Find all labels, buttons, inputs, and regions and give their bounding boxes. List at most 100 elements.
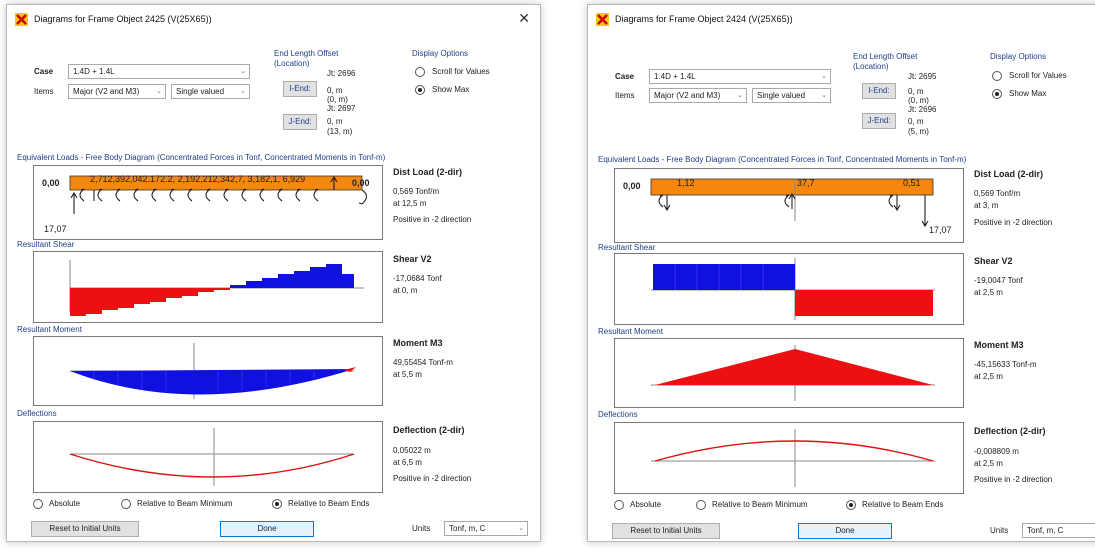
shear-panel — [33, 251, 383, 323]
fbd-value-1: 1,12 — [677, 178, 695, 188]
moment-value: 49,55454 Tonf-m — [393, 358, 453, 367]
done-button[interactable]: Done — [220, 521, 314, 537]
fbd-panel: 0,00 1,12 37,7 0,51 17,07 — [614, 168, 964, 243]
case-label: Case — [615, 72, 635, 81]
j-end-button[interactable]: J-End: — [862, 113, 896, 129]
show-max-radio[interactable] — [992, 89, 1002, 99]
end-length-offset-label: End Length Offset — [274, 49, 339, 58]
valued-select[interactable]: Single valued ⌄ — [171, 84, 250, 99]
shear-title: Shear V2 — [974, 256, 1013, 266]
case-value: 1.4D + 1.4L — [654, 72, 696, 81]
items-label: Items — [615, 91, 635, 100]
shear-at: at 0, m — [393, 286, 418, 295]
shear-at: at 2,5 m — [974, 288, 1003, 297]
diagram-window-2425: Diagrams for Frame Object 2425 (V(25X65)… — [6, 4, 541, 542]
units-label: Units — [412, 524, 431, 533]
deflection-value: -0,008809 m — [974, 447, 1019, 456]
deflection-panel — [614, 422, 964, 494]
show-max-radio[interactable] — [415, 85, 425, 95]
fbd-diagram: 0,00 1,12 37,7 0,51 17,07 — [623, 178, 952, 235]
items-label: Items — [34, 87, 54, 96]
relative-ends-radio[interactable] — [272, 499, 282, 509]
items-select[interactable]: Major (V2 and M3) ⌄ — [68, 84, 166, 99]
items-select[interactable]: Major (V2 and M3) ⌄ — [649, 88, 747, 103]
display-options-label: Display Options — [412, 49, 469, 58]
moment-panel — [614, 338, 964, 408]
case-select[interactable]: 1.4D + 1.4L ⌄ — [68, 64, 250, 79]
moment-at: at 5,5 m — [393, 370, 422, 379]
location-label: (Location) — [274, 59, 310, 68]
reset-units-button[interactable]: Reset to Initial Units — [31, 521, 139, 537]
i-end-offset: 0, m — [908, 87, 924, 96]
scroll-for-values-radio[interactable] — [415, 67, 425, 77]
chevron-down-icon: ⌄ — [518, 525, 524, 532]
display-options-label: Display Options — [990, 52, 1047, 61]
absolute-radio[interactable] — [33, 499, 43, 509]
j-end-button[interactable]: J-End: — [283, 114, 317, 130]
deflection-section-label: Deflections — [598, 410, 638, 419]
relative-min-label: Relative to Beam Minimum — [137, 499, 233, 508]
close-icon[interactable]: ✕ — [518, 10, 530, 26]
i-end-location: (0, m) — [327, 95, 348, 104]
moment-diagram — [651, 345, 935, 401]
valued-value: Single valued — [757, 91, 806, 100]
j-end-location: (13, m) — [327, 127, 353, 136]
deflection-panel — [33, 421, 383, 493]
units-select[interactable]: Tonf, m, C⌄ — [1022, 523, 1095, 538]
scroll-for-values-label: Scroll for Values — [432, 67, 490, 76]
items-value: Major (V2 and M3) — [654, 91, 721, 100]
chevron-down-icon: ⌄ — [240, 68, 246, 75]
i-end-button[interactable]: I-End: — [283, 81, 317, 97]
chevron-down-icon: ⌄ — [821, 73, 827, 80]
moment-section-label: Resultant Moment — [598, 327, 663, 336]
moment-section-label: Resultant Moment — [17, 325, 82, 334]
dist-load-title: Dist Load (2-dir) — [393, 167, 462, 177]
dist-load-at: at 12,5 m — [393, 199, 427, 208]
units-select[interactable]: Tonf, m, C ⌄ — [444, 521, 528, 536]
case-label: Case — [34, 67, 54, 76]
absolute-label: Absolute — [49, 499, 81, 508]
scroll-for-values-radio[interactable] — [992, 71, 1002, 81]
relative-ends-radio[interactable] — [846, 500, 856, 510]
absolute-radio[interactable] — [614, 500, 624, 510]
fbd-reaction: 17,07 — [929, 225, 952, 235]
app-icon — [596, 13, 609, 26]
j-end-offset: 0, m — [327, 117, 343, 126]
dist-load-value: 0,569 Tonf/m — [393, 187, 440, 196]
dist-load-at: at 3, m — [974, 201, 999, 210]
items-value: Major (V2 and M3) — [73, 87, 140, 96]
fbd-top-values: 2,712,392,042.172.2, 2,192,212,342,7, 3,… — [90, 174, 305, 184]
moment-title: Moment M3 — [393, 338, 443, 348]
title-bar: Diagrams for Frame Object 2425 (V(25X65)… — [7, 5, 540, 33]
reset-units-button[interactable]: Reset to Initial Units — [612, 523, 720, 539]
chevron-down-icon: ⌄ — [156, 88, 162, 95]
dist-load-value: 0,569 Tonf/m — [974, 189, 1021, 198]
show-max-label: Show Max — [432, 85, 470, 94]
units-value: Tonf, m, C — [449, 524, 486, 533]
fbd-right-label: 0,00 — [352, 178, 370, 188]
moment-value: -45,15633 Tonf-m — [974, 360, 1037, 369]
relative-min-radio[interactable] — [696, 500, 706, 510]
window-title: Diagrams for Frame Object 2424 (V(25X65)… — [615, 14, 793, 24]
i-end-joint: Jt: 2696 — [327, 69, 356, 78]
shear-panel — [614, 253, 964, 325]
done-button[interactable]: Done — [798, 523, 892, 539]
units-label: Units — [990, 526, 1009, 535]
moment-title: Moment M3 — [974, 340, 1024, 350]
i-end-button[interactable]: I-End: — [862, 83, 896, 99]
location-label: (Location) — [853, 62, 889, 71]
case-value: 1.4D + 1.4L — [73, 67, 115, 76]
deflection-title: Deflection (2-dir) — [974, 426, 1046, 436]
window-title: Diagrams for Frame Object 2425 (V(25X65)… — [34, 14, 212, 24]
valued-value: Single valued — [176, 87, 225, 96]
relative-min-radio[interactable] — [121, 499, 131, 509]
dist-load-note: Positive in -2 direction — [974, 218, 1053, 227]
valued-select[interactable]: Single valued ⌄ — [752, 88, 831, 103]
j-end-location: (5, m) — [908, 127, 929, 136]
dist-load-title: Dist Load (2-dir) — [974, 169, 1043, 179]
chevron-down-icon: ⌄ — [821, 92, 827, 99]
shear-value: -17,0684 Tonf — [393, 274, 442, 283]
case-select[interactable]: 1.4D + 1.4L ⌄ — [649, 69, 831, 84]
i-end-joint: Jt: 2695 — [908, 72, 937, 81]
end-length-offset-label: End Length Offset — [853, 52, 918, 61]
